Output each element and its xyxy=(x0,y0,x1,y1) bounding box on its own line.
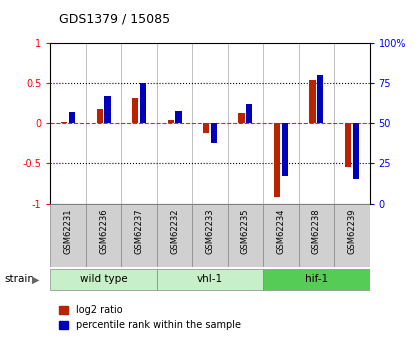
Text: GSM62236: GSM62236 xyxy=(99,209,108,254)
Bar xyxy=(345,124,351,167)
Bar xyxy=(239,113,245,124)
Bar xyxy=(50,268,157,290)
Bar xyxy=(263,204,299,267)
Legend: log2 ratio, percentile rank within the sample: log2 ratio, percentile rank within the s… xyxy=(55,302,244,334)
Bar xyxy=(175,110,181,124)
Bar xyxy=(50,204,86,267)
Text: vhl-1: vhl-1 xyxy=(197,275,223,284)
Bar xyxy=(299,204,334,267)
Text: strain: strain xyxy=(4,275,34,284)
Bar xyxy=(274,124,280,197)
Text: GSM62238: GSM62238 xyxy=(312,209,321,254)
Bar xyxy=(317,75,323,124)
Bar xyxy=(86,204,121,267)
Bar xyxy=(203,124,209,133)
Text: GSM62234: GSM62234 xyxy=(276,209,286,254)
Bar xyxy=(334,204,370,267)
Bar xyxy=(352,124,359,179)
Bar xyxy=(281,124,288,176)
Bar xyxy=(157,204,192,267)
Bar xyxy=(310,80,316,124)
Bar xyxy=(97,109,103,124)
Bar xyxy=(121,204,157,267)
Text: ▶: ▶ xyxy=(32,275,39,284)
Text: GSM62233: GSM62233 xyxy=(205,209,215,254)
Text: GSM62232: GSM62232 xyxy=(170,209,179,254)
Bar xyxy=(140,83,146,124)
Bar xyxy=(228,204,263,267)
Text: GSM62235: GSM62235 xyxy=(241,209,250,254)
Bar xyxy=(69,112,75,124)
Bar xyxy=(104,96,110,124)
Bar xyxy=(192,204,228,267)
Bar xyxy=(246,104,252,124)
Bar xyxy=(132,98,139,124)
Text: GSM62237: GSM62237 xyxy=(134,209,144,254)
Text: hif-1: hif-1 xyxy=(305,275,328,284)
Bar xyxy=(61,122,68,124)
Bar xyxy=(157,268,263,290)
Bar xyxy=(263,268,370,290)
Text: GSM62231: GSM62231 xyxy=(64,209,73,254)
Text: GDS1379 / 15085: GDS1379 / 15085 xyxy=(59,13,170,26)
Bar xyxy=(211,124,217,142)
Text: wild type: wild type xyxy=(80,275,127,284)
Text: GSM62239: GSM62239 xyxy=(347,209,356,254)
Bar xyxy=(168,120,174,124)
